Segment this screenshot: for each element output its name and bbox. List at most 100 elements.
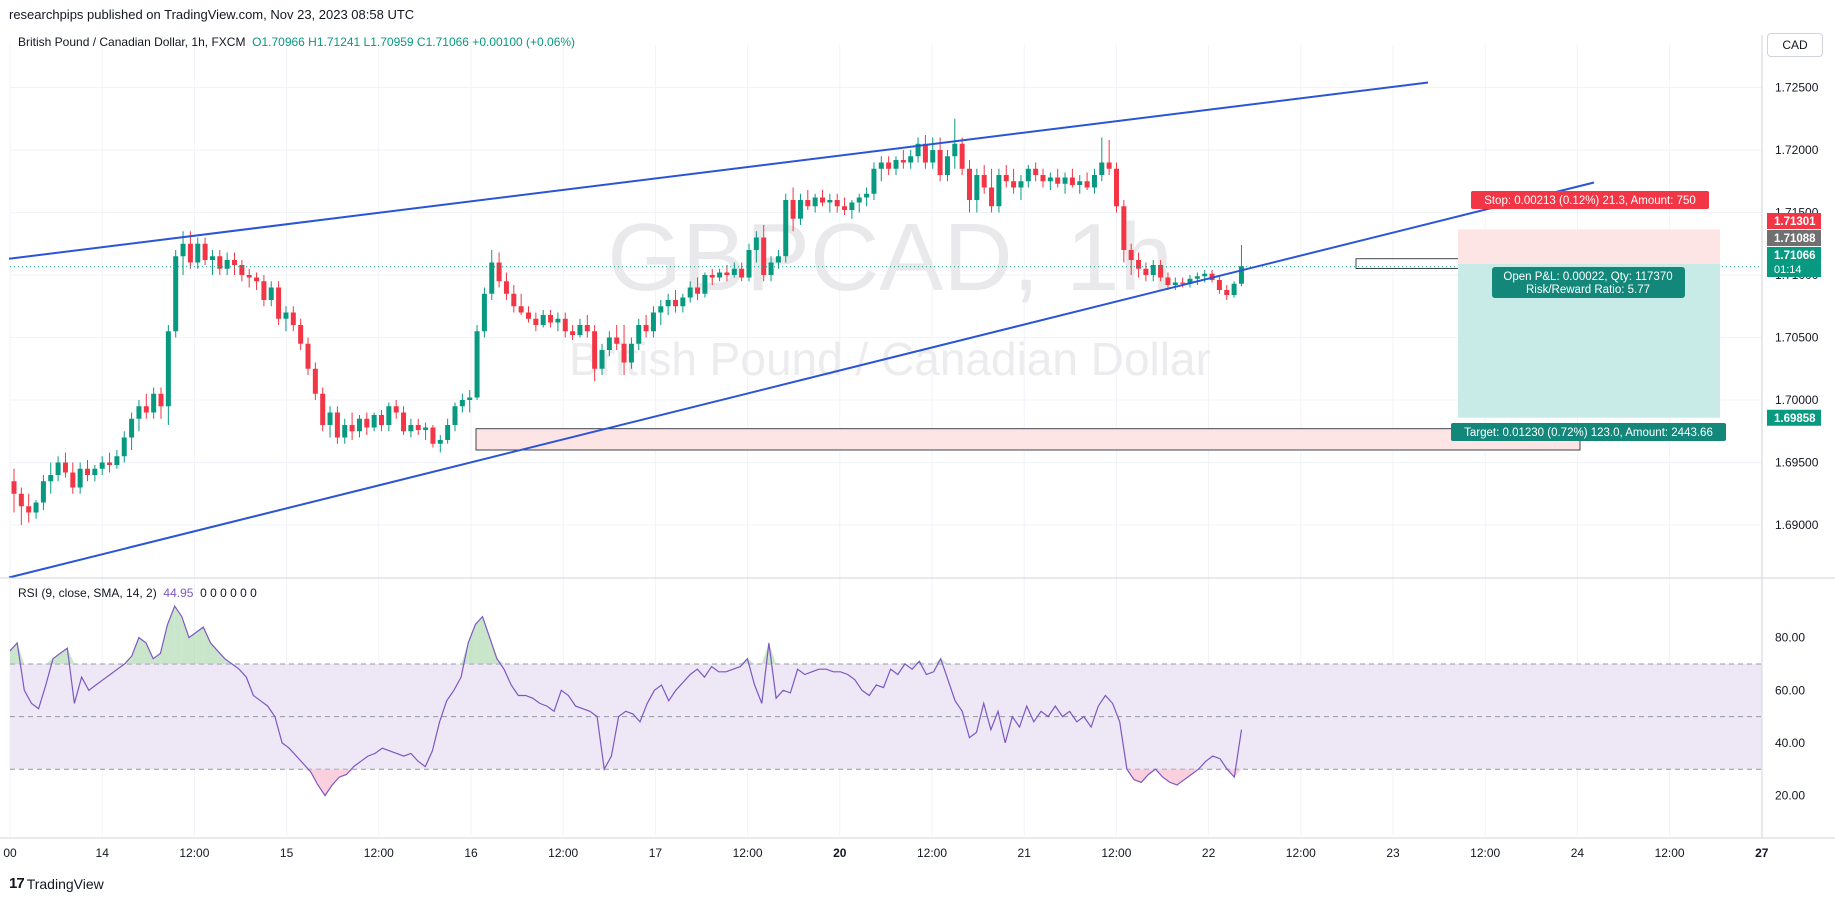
rsi-overbought-fill [475, 616, 483, 664]
candle-body [342, 425, 348, 438]
watermark-symbol: GBPCAD, 1h [607, 204, 1173, 311]
time-axis-label: 12:00 [1101, 846, 1131, 860]
rsi-overbought-fill [210, 642, 218, 664]
time-axis-label: 15 [280, 846, 294, 860]
stop-label: Stop: 0.00213 (0.12%) 21.3, Amount: 750 [1484, 195, 1696, 207]
candle-body [952, 143, 958, 157]
candle-body [577, 325, 583, 335]
candle-body [900, 160, 906, 163]
candle-body [202, 243, 208, 260]
candle-body [820, 197, 825, 203]
candle-body [1062, 177, 1068, 184]
candle-body [136, 406, 142, 419]
time-axis-label: 12:00 [364, 846, 394, 860]
candle-body [1047, 177, 1053, 182]
candle-body [614, 337, 620, 344]
pnl-box [1492, 267, 1685, 298]
candle-body [1091, 175, 1097, 188]
candle-body [570, 331, 576, 335]
rsi-oversold-fill [1184, 769, 1192, 780]
target-label-bg [1451, 423, 1726, 441]
time-axis-label: 14 [96, 846, 110, 860]
candle-body [680, 297, 686, 307]
stop-label-bg [1471, 191, 1709, 209]
candle-body [1099, 162, 1105, 175]
tradingview-brand[interactable]: 17 TradingView [9, 875, 104, 892]
rsi-overbought-fill [482, 616, 490, 664]
candle-body [1025, 168, 1031, 182]
candle-body [871, 168, 877, 194]
candle-body [114, 456, 120, 465]
candle-body [1143, 268, 1149, 275]
candle-body [276, 287, 282, 319]
rsi-overbought-fill [160, 624, 168, 664]
rsi-axis-label: 20.00 [1775, 789, 1805, 803]
time-axis-label: 12:00 [1655, 846, 1685, 860]
time-axis-label: 20 [833, 846, 847, 860]
rsi-overbought-fill [196, 627, 204, 664]
candle-body [371, 415, 377, 428]
candle-body [526, 312, 531, 319]
candle-body [489, 262, 495, 294]
rsi-oversold-fill [339, 769, 347, 778]
rsi-axis-label: 60.00 [1775, 683, 1805, 697]
price-tag-bg [1767, 409, 1821, 426]
candle-body [761, 237, 767, 275]
candle-body [48, 475, 54, 482]
candle-body [628, 343, 634, 363]
rsi-overbought-fill [174, 606, 182, 664]
tradingview-name: TradingView [26, 875, 104, 892]
rsi-pane [9, 604, 1243, 797]
candle-body [511, 293, 517, 307]
candle-body [445, 425, 451, 440]
rsi-overbought-fill [17, 642, 25, 664]
candle-body [731, 268, 737, 275]
rsi-oversold-fill [1234, 769, 1242, 778]
candle-body [849, 202, 855, 210]
time-axis-label: 12:00 [917, 846, 947, 860]
candle-body [739, 268, 745, 278]
candle-body [239, 265, 245, 275]
price-axis-label: 1.70000 [1775, 393, 1819, 407]
rsi-overbought-fill [217, 650, 225, 664]
price-tag-countdown: 01:14 [1774, 264, 1802, 276]
candle-body [481, 293, 487, 332]
candle-body [989, 187, 995, 207]
currency-selector[interactable]: CAD [1767, 33, 1823, 57]
price-tag: 1.71301 [1774, 216, 1816, 228]
candle-body [886, 162, 892, 169]
price-tag: 1.71088 [1774, 233, 1816, 245]
rsi-oversold-fill [1141, 769, 1149, 783]
candle-body [55, 462, 61, 475]
candle-body [878, 162, 884, 169]
target-label: Target: 0.01230 (0.72%) 123.0, Amount: 2… [1464, 427, 1713, 439]
time-axis-label: 12:00 [733, 846, 763, 860]
rsi-legend-label: RSI (9, close, SMA, 14, 2) [18, 586, 157, 600]
ohlc-values: O1.70966 H1.71241 L1.70959 C1.71066 +0.0… [252, 35, 576, 49]
candle-body [1055, 177, 1061, 184]
candle-body [518, 306, 524, 313]
candle-body [151, 393, 157, 413]
candle-body [1158, 265, 1164, 278]
position-tool: Stop: 0.00213 (0.12%) 21.3, Amount: 750 T… [1451, 191, 1726, 441]
rsi-oversold-fill [1134, 769, 1142, 783]
rsi-overbought-fill [203, 627, 211, 664]
time-axis-label: 12:00 [1470, 846, 1500, 860]
candle-body [746, 250, 752, 278]
time-axis-label: 22 [1202, 846, 1216, 860]
candle-body [1172, 282, 1178, 285]
rsi-overbought-fill [153, 653, 161, 664]
time-axis-label: 12:00 [179, 846, 209, 860]
candle-body [702, 275, 708, 294]
candle-body [937, 150, 943, 175]
rsi-oversold-fill [317, 769, 326, 796]
time-axis-label: 23 [1386, 846, 1400, 860]
candle-body [246, 275, 252, 278]
candle-body [11, 481, 17, 494]
candle-body [408, 425, 414, 432]
candle-body [467, 397, 473, 400]
candle-body [944, 156, 950, 175]
candle-body [327, 412, 333, 425]
candle-body [797, 200, 803, 219]
